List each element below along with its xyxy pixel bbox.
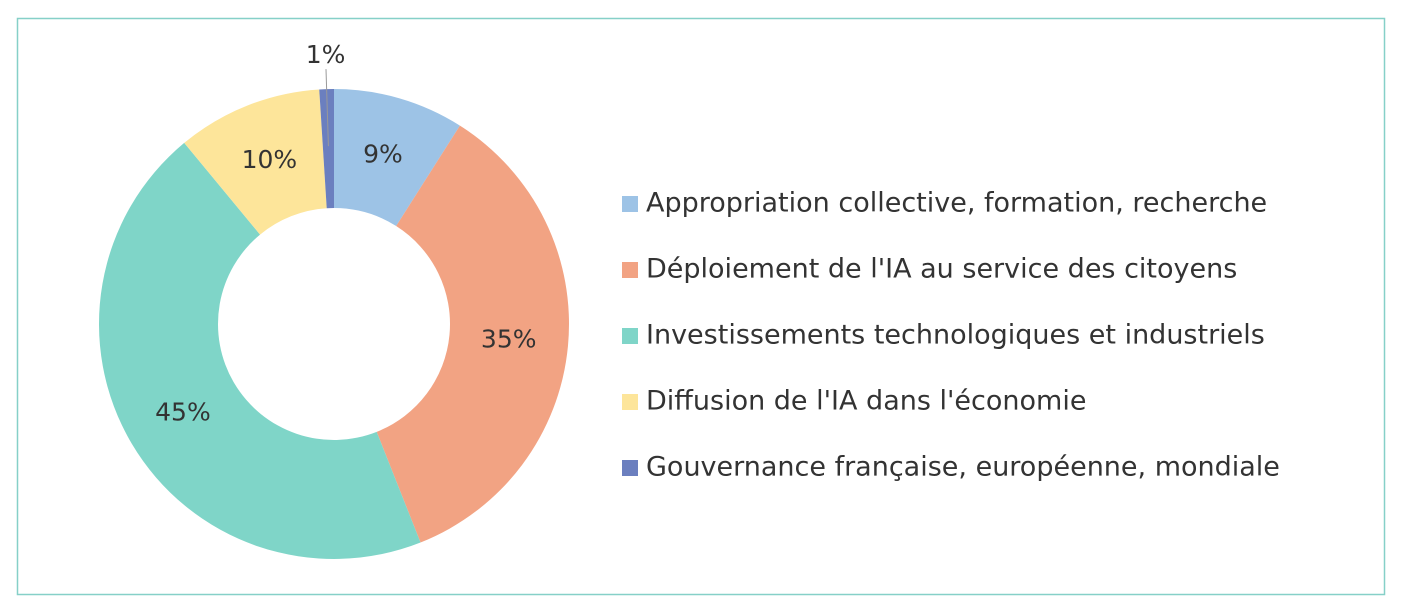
- slice-label: 35%: [481, 325, 537, 354]
- legend-swatch: [622, 460, 638, 476]
- legend-label: Investissements technologiques et indust…: [646, 320, 1265, 351]
- legend-swatch: [622, 196, 638, 212]
- slice-label: 1%: [306, 40, 346, 69]
- leader-line: [325, 69, 329, 147]
- legend-label: Appropriation collective, formation, rec…: [646, 188, 1267, 219]
- donut-slice: [376, 125, 569, 543]
- slice-label: 10%: [242, 145, 298, 174]
- legend-label: Gouvernance française, européenne, mondi…: [646, 452, 1280, 483]
- legend-swatch: [622, 394, 638, 410]
- legend-label: Déploiement de l'IA au service des citoy…: [646, 254, 1237, 285]
- donut-slice: [334, 89, 460, 227]
- donut-slice: [184, 89, 327, 235]
- donut-slice: [319, 89, 334, 209]
- legend-label: Diffusion de l'IA dans l'économie: [646, 386, 1086, 417]
- slice-label: 9%: [363, 139, 403, 168]
- legend-swatch: [622, 262, 638, 278]
- donut-slice: [98, 142, 421, 560]
- slice-label: 45%: [155, 397, 211, 426]
- legend-swatch: [622, 328, 638, 344]
